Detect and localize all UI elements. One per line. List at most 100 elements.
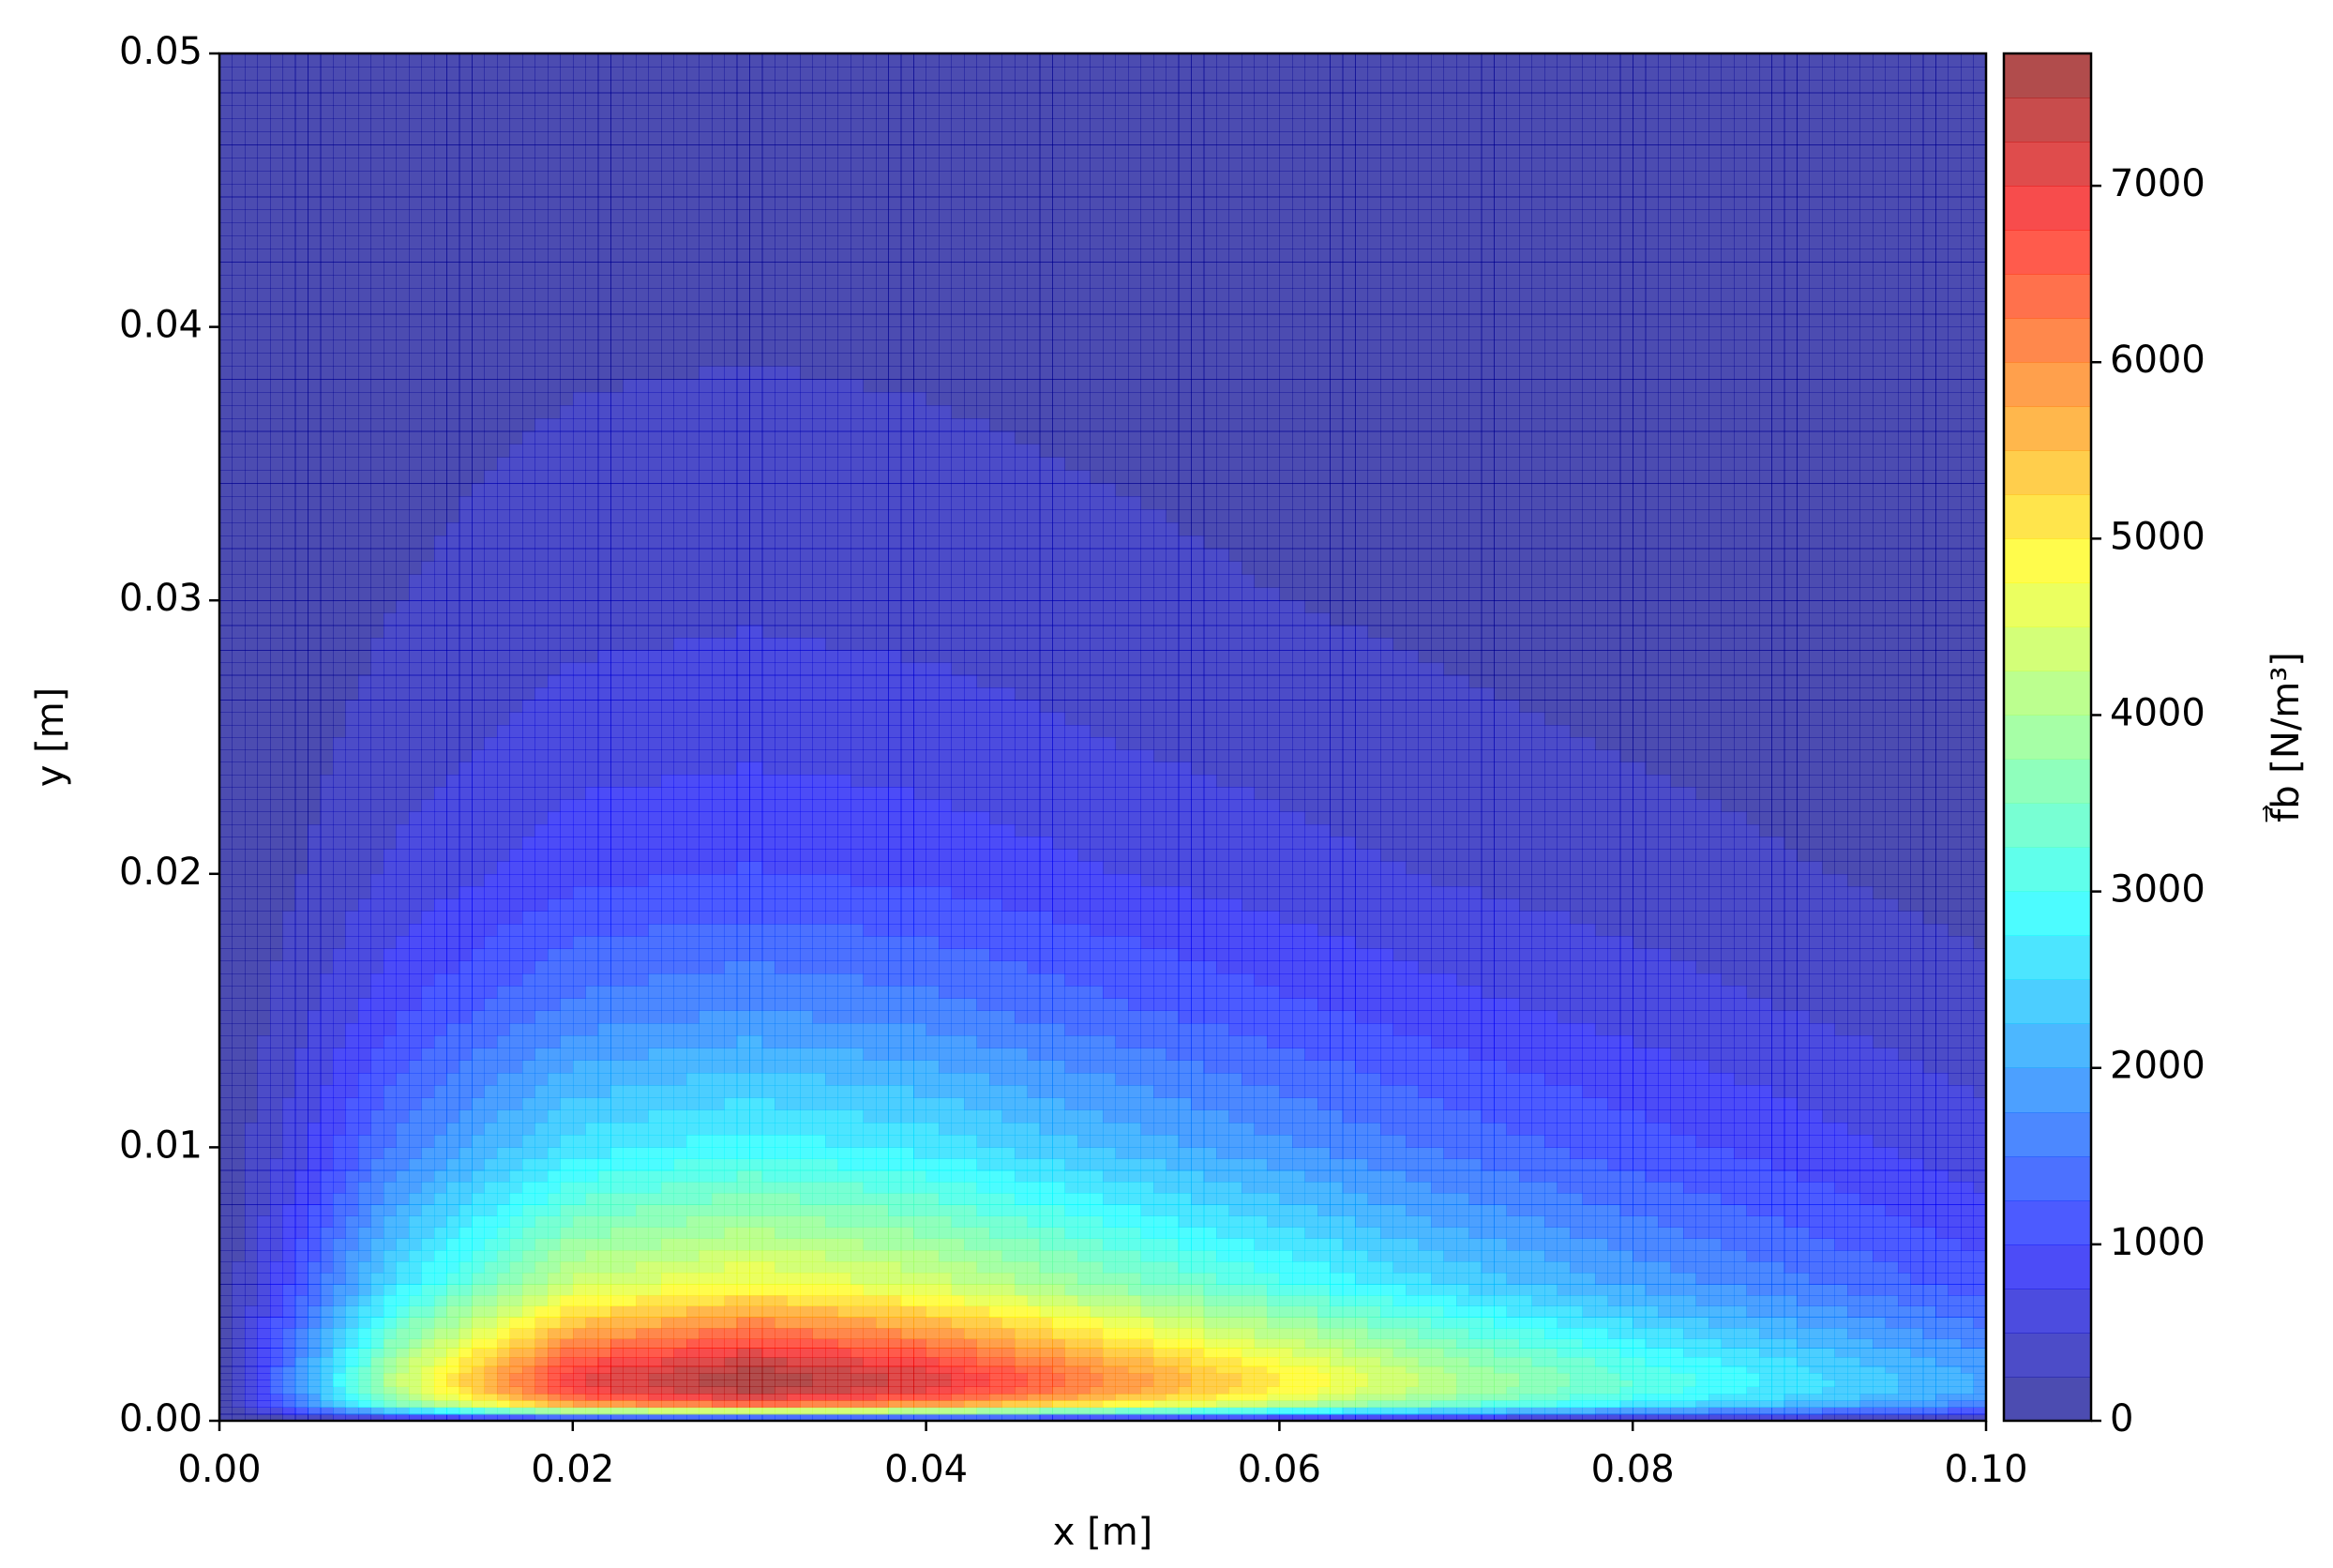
contour-cell bbox=[850, 1249, 864, 1262]
contour-cell bbox=[963, 1060, 978, 1074]
contour-cell bbox=[1367, 1294, 1381, 1307]
contour-cell bbox=[812, 1294, 826, 1307]
contour-cell bbox=[1367, 1348, 1381, 1358]
contour-cell bbox=[724, 1109, 738, 1123]
contour-cell bbox=[534, 1204, 549, 1216]
contour-cell bbox=[370, 1327, 384, 1340]
contour-cell bbox=[1216, 1048, 1230, 1062]
contour-cell bbox=[1127, 1169, 1141, 1183]
contour-cell bbox=[610, 1181, 625, 1194]
contour-cell bbox=[459, 1181, 473, 1194]
contour-cell bbox=[320, 1193, 334, 1205]
contour-cell bbox=[1140, 1386, 1154, 1395]
contour-cell bbox=[408, 1122, 422, 1136]
contour-cell bbox=[1481, 1215, 1495, 1229]
contour-cell bbox=[534, 1356, 549, 1367]
contour-cell bbox=[1430, 1317, 1444, 1329]
contour-cell bbox=[408, 1158, 422, 1171]
contour-cell bbox=[1115, 1035, 1129, 1048]
contour-cell bbox=[572, 1407, 586, 1415]
contour-cell bbox=[850, 1169, 864, 1183]
contour-cell bbox=[1405, 1348, 1420, 1358]
contour-cell bbox=[370, 1338, 384, 1349]
contour-cell bbox=[1897, 1348, 1911, 1358]
contour-cell bbox=[1418, 1072, 1432, 1086]
contour-cell bbox=[850, 1193, 864, 1205]
contour-cell bbox=[1797, 1238, 1811, 1251]
contour-cell bbox=[1140, 1393, 1154, 1401]
contour-cell bbox=[1481, 1305, 1495, 1318]
contour-cell bbox=[1103, 1035, 1117, 1048]
contour-cell bbox=[951, 1338, 965, 1349]
contour-cell bbox=[484, 1348, 498, 1358]
contour-cell bbox=[232, 1085, 246, 1098]
contour-cell bbox=[888, 1317, 902, 1329]
contour-cell bbox=[926, 1193, 940, 1205]
contour-cell bbox=[1367, 1380, 1381, 1388]
contour-cell bbox=[1519, 1227, 1533, 1240]
contour-cell bbox=[1342, 1260, 1356, 1274]
contour-cell bbox=[1140, 1249, 1154, 1262]
contour-cell bbox=[1077, 1169, 1091, 1183]
contour-cell bbox=[1859, 1380, 1874, 1388]
contour-cell bbox=[560, 1215, 574, 1229]
contour-cell bbox=[1607, 1386, 1621, 1395]
contour-cell bbox=[1607, 1158, 1621, 1171]
contour-cell bbox=[1809, 1380, 1823, 1388]
contour-cell bbox=[472, 1338, 486, 1349]
contour-cell bbox=[1746, 1204, 1760, 1216]
contour-cell bbox=[736, 1147, 750, 1160]
contour-cell bbox=[294, 1022, 309, 1036]
contour-cell bbox=[875, 1393, 889, 1401]
contour-cell bbox=[585, 1238, 599, 1251]
contour-cell bbox=[1683, 1193, 1697, 1205]
contour-cell bbox=[1014, 1380, 1028, 1388]
contour-cell bbox=[610, 1327, 625, 1340]
contour-cell bbox=[1090, 1407, 1104, 1415]
contour-cell bbox=[913, 1284, 927, 1296]
contour-cell bbox=[1834, 1305, 1848, 1318]
contour-cell bbox=[1317, 1048, 1331, 1062]
contour-cell bbox=[1708, 1356, 1722, 1367]
contour-cell bbox=[761, 1158, 775, 1171]
contour-cell bbox=[345, 1147, 359, 1160]
contour-cell bbox=[1633, 1158, 1647, 1171]
contour-cell bbox=[875, 1010, 889, 1024]
contour-cell bbox=[1670, 1413, 1684, 1422]
contour-cell bbox=[875, 1386, 889, 1395]
contour-cell bbox=[1291, 1400, 1305, 1409]
contour-cell bbox=[1367, 1035, 1381, 1048]
contour-cell bbox=[244, 1327, 258, 1340]
contour-cell bbox=[1228, 1181, 1242, 1194]
contour-cell bbox=[1733, 1273, 1747, 1285]
contour-cell bbox=[610, 1400, 625, 1409]
contour-cell bbox=[1330, 1158, 1344, 1171]
contour-cell bbox=[1367, 1181, 1381, 1194]
contour-cell bbox=[699, 1284, 713, 1296]
contour-cell bbox=[308, 1181, 322, 1194]
contour-cell bbox=[484, 1204, 498, 1216]
contour-cell bbox=[1279, 1348, 1293, 1358]
contour-cell bbox=[1380, 1109, 1394, 1123]
contour-cell bbox=[257, 1122, 271, 1136]
contour-cell bbox=[1645, 1413, 1659, 1422]
contour-cell bbox=[560, 1048, 574, 1062]
contour-cell bbox=[850, 1365, 864, 1374]
contour-cell bbox=[1228, 1400, 1242, 1409]
contour-cell bbox=[1380, 1317, 1394, 1329]
contour-cell bbox=[913, 1215, 927, 1229]
contour-cell bbox=[749, 1284, 763, 1296]
contour-cell bbox=[1342, 1393, 1356, 1401]
contour-cell bbox=[1797, 1386, 1811, 1395]
contour-cell bbox=[636, 1294, 650, 1307]
contour-cell bbox=[724, 1393, 738, 1401]
contour-cell bbox=[1468, 1294, 1483, 1307]
contour-cell bbox=[636, 1284, 650, 1296]
contour-cell bbox=[761, 1249, 775, 1262]
contour-cell bbox=[1014, 1193, 1028, 1205]
contour-cell bbox=[610, 1085, 625, 1098]
contour-cell bbox=[421, 1060, 435, 1074]
contour-cell bbox=[1367, 1072, 1381, 1086]
contour-cell bbox=[787, 1305, 801, 1318]
contour-cell bbox=[888, 1085, 902, 1098]
